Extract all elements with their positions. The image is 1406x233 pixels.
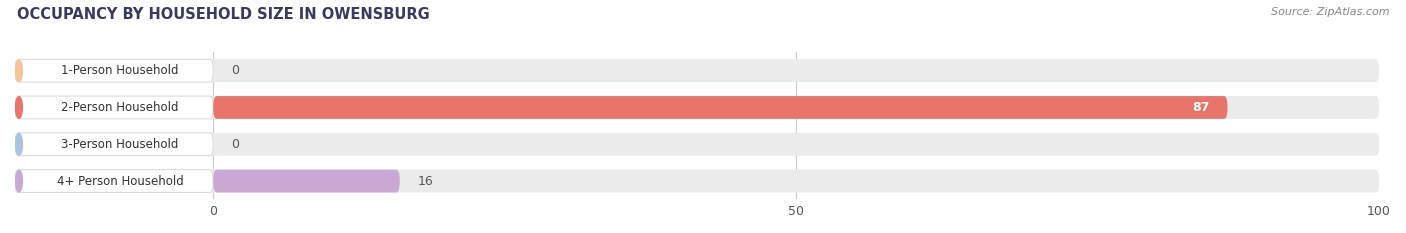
FancyBboxPatch shape	[15, 96, 1379, 119]
Text: 87: 87	[1192, 101, 1211, 114]
Text: OCCUPANCY BY HOUSEHOLD SIZE IN OWENSBURG: OCCUPANCY BY HOUSEHOLD SIZE IN OWENSBURG	[17, 7, 430, 22]
FancyBboxPatch shape	[15, 59, 1379, 82]
Circle shape	[15, 60, 22, 82]
Text: 3-Person Household: 3-Person Household	[62, 138, 179, 151]
Text: 16: 16	[418, 175, 433, 188]
FancyBboxPatch shape	[15, 133, 214, 156]
FancyBboxPatch shape	[214, 96, 1227, 119]
Circle shape	[15, 170, 22, 192]
Text: 4+ Person Household: 4+ Person Household	[56, 175, 183, 188]
Text: 0: 0	[231, 138, 239, 151]
FancyBboxPatch shape	[15, 133, 1379, 156]
FancyBboxPatch shape	[15, 59, 214, 82]
Text: 0: 0	[231, 64, 239, 77]
FancyBboxPatch shape	[15, 170, 1379, 192]
Circle shape	[15, 97, 22, 118]
Text: Source: ZipAtlas.com: Source: ZipAtlas.com	[1271, 7, 1389, 17]
FancyBboxPatch shape	[15, 170, 214, 192]
Text: 1-Person Household: 1-Person Household	[62, 64, 179, 77]
FancyBboxPatch shape	[15, 96, 214, 119]
Circle shape	[15, 134, 22, 155]
Text: 2-Person Household: 2-Person Household	[62, 101, 179, 114]
FancyBboxPatch shape	[214, 170, 399, 192]
